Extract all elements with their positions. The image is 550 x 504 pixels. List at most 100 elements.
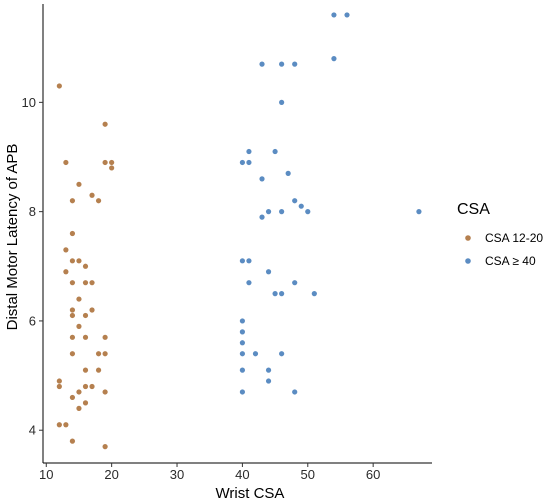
data-point-csa-12-20 — [69, 351, 76, 357]
data-point-csa-40-plus — [292, 389, 298, 395]
data-point-csa-12-20 — [69, 394, 76, 401]
x-tick-label: 40 — [235, 467, 249, 482]
data-point-csa-40-plus — [239, 329, 246, 335]
data-point-csa-40-plus — [285, 170, 291, 176]
data-point-csa-12-20 — [95, 198, 102, 204]
data-point-csa-12-20 — [69, 280, 76, 286]
data-point-csa-12-20 — [82, 367, 89, 373]
x-tick-label: 10 — [39, 467, 53, 482]
data-point-csa-40-plus — [292, 280, 298, 286]
data-point-csa-40-plus — [239, 159, 246, 166]
data-point-csa-12-20 — [56, 383, 62, 390]
data-point-csa-12-20 — [69, 312, 76, 319]
data-point-csa-12-20 — [82, 263, 89, 269]
data-point-csa-12-20 — [56, 378, 62, 384]
data-point-csa-40-plus — [279, 351, 285, 357]
x-tick-label: 60 — [366, 467, 380, 482]
data-points — [56, 12, 422, 450]
data-point-csa-12-20 — [63, 422, 69, 428]
data-point-csa-40-plus — [279, 61, 285, 67]
legend-label: CSA ≥ 40 — [485, 254, 536, 268]
y-tick-label: 10 — [22, 95, 36, 110]
data-point-csa-12-20 — [89, 192, 95, 198]
data-point-csa-40-plus — [279, 291, 285, 297]
x-tick-label: 30 — [170, 467, 184, 482]
data-point-csa-40-plus — [279, 209, 285, 215]
data-point-csa-12-20 — [63, 159, 69, 166]
data-point-csa-40-plus — [292, 61, 298, 67]
data-point-csa-40-plus — [265, 378, 272, 384]
y-axis-title: Distal Motor Latency of APB — [4, 144, 21, 331]
data-point-csa-12-20 — [76, 296, 82, 302]
data-point-csa-40-plus — [239, 351, 246, 357]
data-point-csa-40-plus — [311, 291, 317, 297]
data-point-csa-12-20 — [82, 334, 89, 340]
data-point-csa-40-plus — [259, 61, 265, 67]
data-point-csa-12-20 — [56, 83, 62, 89]
legend-marker — [465, 235, 471, 241]
data-point-csa-12-20 — [82, 400, 89, 406]
data-point-csa-12-20 — [69, 198, 76, 204]
data-point-csa-12-20 — [82, 312, 89, 319]
data-point-csa-12-20 — [63, 269, 69, 275]
data-point-csa-40-plus — [246, 280, 252, 286]
data-point-csa-12-20 — [109, 165, 115, 171]
data-point-csa-12-20 — [89, 280, 95, 286]
x-tick-label: 20 — [104, 467, 118, 482]
data-point-csa-40-plus — [272, 291, 278, 297]
data-point-csa-40-plus — [239, 389, 246, 395]
data-point-csa-40-plus — [239, 367, 246, 373]
data-point-csa-12-20 — [76, 389, 82, 395]
data-point-csa-40-plus — [331, 56, 337, 62]
data-point-csa-40-plus — [246, 159, 252, 166]
data-point-csa-12-20 — [63, 247, 69, 253]
data-point-csa-12-20 — [95, 367, 102, 373]
data-point-csa-12-20 — [82, 280, 89, 286]
legend-marker — [465, 258, 471, 264]
data-point-csa-40-plus — [416, 209, 422, 215]
data-point-csa-40-plus — [292, 198, 298, 204]
data-point-csa-12-20 — [102, 351, 108, 357]
data-point-csa-40-plus — [246, 148, 252, 155]
data-point-csa-12-20 — [95, 351, 102, 357]
data-point-csa-12-20 — [56, 422, 62, 428]
data-point-csa-40-plus — [259, 176, 265, 182]
axes: 10 20 30 40 50 60 4 6 8 10 — [22, 4, 432, 482]
data-point-csa-40-plus — [298, 203, 304, 209]
data-point-csa-40-plus — [239, 318, 246, 324]
y-tick-label: 8 — [29, 204, 36, 219]
data-point-csa-12-20 — [102, 159, 108, 166]
data-point-csa-12-20 — [109, 159, 115, 166]
x-tick-label: 50 — [301, 467, 315, 482]
data-point-csa-40-plus — [265, 367, 272, 373]
legend: CSA CSA 12-20 CSA ≥ 40 — [457, 201, 543, 268]
data-point-csa-40-plus — [265, 269, 272, 275]
data-point-csa-40-plus — [279, 99, 285, 105]
data-point-csa-12-20 — [102, 121, 108, 127]
legend-label: CSA 12-20 — [485, 231, 543, 245]
data-point-csa-40-plus — [252, 351, 259, 357]
data-point-csa-12-20 — [102, 444, 108, 450]
data-point-csa-12-20 — [69, 230, 76, 237]
data-point-csa-40-plus — [265, 209, 272, 215]
data-point-csa-12-20 — [69, 258, 76, 264]
data-point-csa-40-plus — [272, 148, 278, 155]
data-point-csa-12-20 — [102, 389, 108, 395]
data-point-csa-40-plus — [246, 258, 252, 264]
legend-title: CSA — [457, 201, 490, 218]
data-point-csa-12-20 — [82, 383, 89, 390]
data-point-csa-12-20 — [69, 334, 76, 340]
data-point-csa-12-20 — [76, 181, 82, 187]
data-point-csa-40-plus — [331, 12, 337, 18]
data-point-csa-40-plus — [259, 214, 265, 220]
x-axis-title: Wrist CSA — [216, 485, 285, 502]
data-point-csa-12-20 — [69, 307, 76, 313]
y-tick-label: 4 — [29, 423, 36, 438]
data-point-csa-12-20 — [76, 323, 82, 329]
data-point-csa-40-plus — [344, 12, 350, 18]
data-point-csa-12-20 — [102, 334, 108, 340]
y-tick-label: 6 — [29, 313, 36, 328]
data-point-csa-12-20 — [76, 258, 82, 264]
data-point-csa-40-plus — [239, 258, 246, 264]
